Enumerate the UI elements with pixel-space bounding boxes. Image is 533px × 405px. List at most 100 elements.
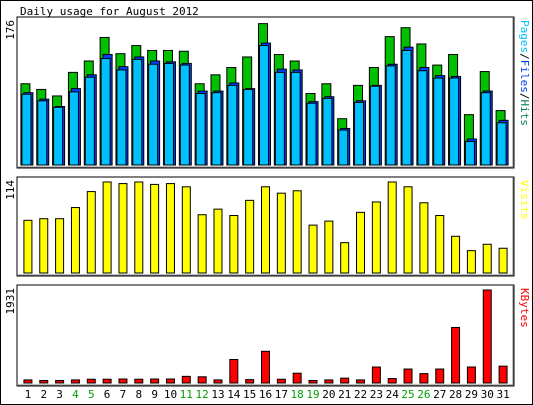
x-tick-label: 26 bbox=[417, 388, 430, 401]
series-label-part: Files bbox=[518, 60, 531, 93]
bar-pages-28 bbox=[449, 77, 460, 166]
bar-visits-8 bbox=[134, 181, 144, 274]
bar-visits-18 bbox=[292, 190, 302, 274]
bar-pages-10 bbox=[163, 62, 174, 166]
panel-middle-series-label: Visits bbox=[518, 180, 531, 220]
bar-pages-12 bbox=[195, 93, 206, 166]
panel-top-series-label: Pages/Files/Hits bbox=[518, 20, 531, 126]
x-tick-label: 4 bbox=[72, 388, 79, 401]
bar-kbytes-17 bbox=[276, 378, 286, 384]
bar-pages-14 bbox=[227, 84, 238, 166]
bar-pages-4 bbox=[68, 91, 79, 166]
bar-kbytes-20 bbox=[324, 379, 334, 384]
bar-visits-21 bbox=[340, 242, 350, 274]
panel-middle: 114 Visits bbox=[4, 176, 531, 277]
bar-visits-6 bbox=[102, 181, 112, 274]
bar-pages-30 bbox=[480, 92, 491, 166]
bar-visits-11 bbox=[181, 186, 191, 274]
chart-panels: 176 Pages/Files/Hits 114 Visits 1931 KBytes bbox=[4, 16, 531, 387]
x-tick-label: 19 bbox=[306, 388, 319, 401]
bar-kbytes-31 bbox=[498, 365, 508, 384]
bar-kbytes-10 bbox=[165, 378, 175, 384]
bar-kbytes-28 bbox=[451, 326, 461, 384]
panel-bottom-series-label: KBytes bbox=[518, 288, 531, 328]
bar-visits-13 bbox=[213, 208, 223, 274]
x-tick-label: 16 bbox=[259, 388, 272, 401]
bar-pages-11 bbox=[179, 64, 190, 166]
bar-pages-1 bbox=[21, 93, 32, 166]
bar-visits-9 bbox=[150, 183, 160, 274]
x-tick-label: 10 bbox=[164, 388, 177, 401]
series-label-part: / bbox=[518, 93, 531, 100]
bar-pages-29 bbox=[464, 140, 475, 166]
series-label-part: KBytes bbox=[518, 288, 531, 328]
x-tick-label: 15 bbox=[243, 388, 256, 401]
series-label-part: / bbox=[518, 53, 531, 60]
bar-pages-24 bbox=[385, 65, 396, 166]
bar-kbytes-4 bbox=[70, 379, 80, 384]
bar-visits-31 bbox=[498, 247, 508, 274]
panel-bottom: 1931 KBytes bbox=[4, 284, 531, 387]
x-tick-label: 7 bbox=[120, 388, 127, 401]
bar-pages-15 bbox=[243, 88, 254, 166]
bar-pages-17 bbox=[274, 71, 285, 166]
panel-bottom-ymax-label: 1931 bbox=[4, 288, 17, 315]
bar-pages-2 bbox=[37, 100, 48, 166]
bar-pages-20 bbox=[322, 97, 333, 166]
x-tick-label: 20 bbox=[322, 388, 335, 401]
bar-pages-21 bbox=[338, 129, 349, 166]
bar-kbytes-29 bbox=[466, 366, 476, 384]
bar-visits-26 bbox=[419, 202, 429, 274]
bar-kbytes-5 bbox=[86, 378, 96, 384]
x-tick-label: 11 bbox=[180, 388, 193, 401]
bar-visits-23 bbox=[371, 201, 381, 274]
bar-kbytes-25 bbox=[403, 368, 413, 384]
bar-visits-24 bbox=[387, 181, 397, 274]
x-tick-label: 9 bbox=[151, 388, 158, 401]
series-label-part: Hits bbox=[518, 100, 531, 127]
bar-kbytes-26 bbox=[419, 373, 429, 384]
bar-pages-7 bbox=[116, 69, 127, 166]
bar-kbytes-7 bbox=[118, 378, 128, 384]
bar-visits-12 bbox=[197, 214, 207, 274]
bar-kbytes-3 bbox=[55, 379, 65, 384]
x-tick-label: 12 bbox=[196, 388, 209, 401]
x-tick-label: 29 bbox=[465, 388, 478, 401]
bar-kbytes-9 bbox=[150, 378, 160, 384]
bar-visits-28 bbox=[451, 235, 461, 274]
x-tick-label: 18 bbox=[291, 388, 304, 401]
x-tick-label: 5 bbox=[88, 388, 95, 401]
bar-visits-3 bbox=[55, 218, 65, 274]
bar-kbytes-2 bbox=[39, 379, 49, 384]
panel-top-ymax-label: 176 bbox=[4, 20, 17, 40]
bar-kbytes-27 bbox=[435, 368, 445, 384]
bar-kbytes-30 bbox=[482, 289, 492, 384]
bar-pages-25 bbox=[401, 49, 412, 166]
x-tick-label: 8 bbox=[135, 388, 142, 401]
bar-pages-27 bbox=[433, 77, 444, 166]
bar-pages-22 bbox=[354, 101, 365, 166]
bar-kbytes-18 bbox=[292, 372, 302, 384]
bar-visits-19 bbox=[308, 224, 318, 274]
bar-kbytes-1 bbox=[23, 379, 33, 384]
x-tick-label: 24 bbox=[386, 388, 400, 401]
x-tick-label: 14 bbox=[227, 388, 241, 401]
bar-kbytes-19 bbox=[308, 379, 318, 384]
bar-kbytes-14 bbox=[229, 358, 239, 384]
bar-kbytes-24 bbox=[387, 378, 397, 384]
bar-visits-2 bbox=[39, 218, 49, 274]
x-tick-label: 2 bbox=[40, 388, 47, 401]
bar-kbytes-12 bbox=[197, 376, 207, 384]
x-axis-labels: 1 2 3 4 5 6 7 8 9 10 11 12 13 14 15 16 17 18 19 20 21 22 23 24 2… bbox=[25, 388, 510, 401]
bar-kbytes-21 bbox=[340, 377, 350, 384]
bar-kbytes-15 bbox=[245, 379, 255, 384]
bar-kbytes-23 bbox=[371, 366, 381, 384]
bar-visits-5 bbox=[86, 191, 96, 274]
x-tick-label: 22 bbox=[354, 388, 367, 401]
bar-visits-20 bbox=[324, 220, 334, 274]
x-tick-label: 23 bbox=[370, 388, 383, 401]
series-label-part: Visits bbox=[518, 180, 531, 220]
bar-visits-25 bbox=[403, 186, 413, 274]
